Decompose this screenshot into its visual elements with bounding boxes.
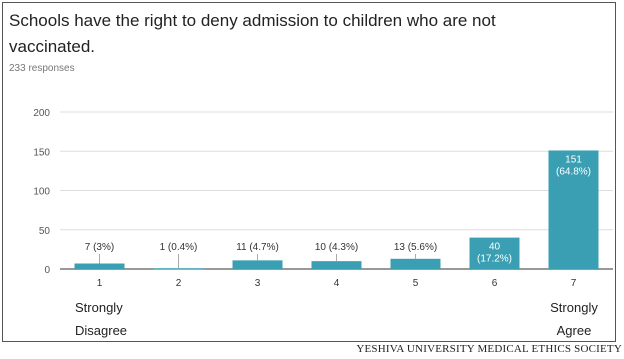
data-label: (64.8%): [556, 166, 591, 177]
data-label: 11 (4.7%): [236, 242, 279, 253]
data-label: 10 (4.3%): [315, 242, 358, 253]
data-label: 13 (5.6%): [394, 242, 437, 253]
x-tick-label: 1: [97, 278, 103, 289]
bar: [311, 261, 362, 269]
chart-title: Schools have the right to deny admission…: [9, 11, 496, 56]
x-tick-label: 4: [334, 278, 340, 289]
data-label: 1 (0.4%): [160, 242, 198, 253]
bar: [74, 263, 125, 269]
y-tick-label: 50: [39, 226, 51, 237]
bar: [548, 150, 599, 269]
footer-credit: YESHIVA UNIVERSITY MEDICAL ETHICS SOCIET…: [356, 343, 622, 355]
x-tick-label: 3: [255, 278, 261, 289]
x-tick-label: 2: [176, 278, 182, 289]
bar: [232, 260, 283, 269]
scale-label-right-line2: Agree: [556, 323, 592, 338]
data-label: (17.2%): [477, 254, 512, 265]
y-tick-label: 100: [33, 187, 50, 198]
response-count: 233 responses: [9, 63, 75, 74]
bar: [469, 237, 520, 269]
scale-label-left-line1: Strongly: [75, 300, 123, 315]
y-tick-label: 200: [33, 108, 50, 119]
bar: [153, 268, 204, 270]
x-tick-label: 6: [492, 278, 498, 289]
data-label: 7 (3%): [85, 242, 114, 253]
bar: [390, 258, 441, 269]
scale-label-left-line2: Disagree: [75, 323, 128, 338]
y-tick-label: 150: [33, 147, 50, 158]
data-label: 151: [565, 154, 582, 165]
scale-label-left: Strongly Disagree: [75, 296, 127, 342]
data-label: 40: [489, 242, 501, 253]
x-tick-label: 5: [413, 278, 419, 289]
scale-label-right: Strongly Agree: [539, 296, 609, 342]
scale-label-right-line1: Strongly: [550, 300, 598, 315]
y-tick-label: 0: [44, 265, 50, 276]
x-tick-label: 7: [571, 278, 577, 289]
chart-frame: [2, 2, 616, 342]
